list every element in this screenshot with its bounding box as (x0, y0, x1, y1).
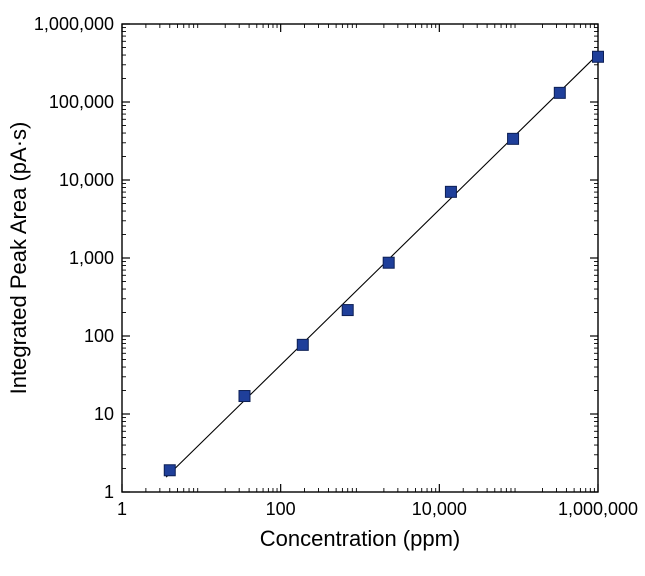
y-tick-label: 1,000,000 (34, 14, 114, 34)
y-tick-label: 1 (104, 482, 114, 502)
data-point (508, 133, 519, 144)
x-axis-label: Concentration (ppm) (260, 526, 461, 551)
y-axis-label: Integrated Peak Area (pA·s) (6, 122, 31, 395)
data-point (593, 51, 604, 62)
data-point (297, 339, 308, 350)
y-tick-label: 100,000 (49, 92, 114, 112)
x-tick-label: 100 (266, 499, 296, 519)
x-tick-label: 1 (117, 499, 127, 519)
data-point (239, 391, 250, 402)
chart-svg: 1 100 10,000 1,000,000 1 10 100 1,000 10,000 100,… (0, 0, 645, 576)
data-point (342, 305, 353, 316)
y-tick-label: 10,000 (59, 170, 114, 190)
calibration-chart: 1 100 10,000 1,000,000 1 10 100 1,000 10,000 100,… (0, 0, 645, 576)
y-tick-label: 1,000 (69, 248, 114, 268)
y-tick-label: 10 (94, 404, 114, 424)
data-point (164, 465, 175, 476)
x-tick-label: 10,000 (412, 499, 467, 519)
data-point (383, 257, 394, 268)
x-tick-label: 1,000,000 (558, 499, 638, 519)
y-tick-label: 100 (84, 326, 114, 346)
data-point (554, 87, 565, 98)
data-point (445, 186, 456, 197)
